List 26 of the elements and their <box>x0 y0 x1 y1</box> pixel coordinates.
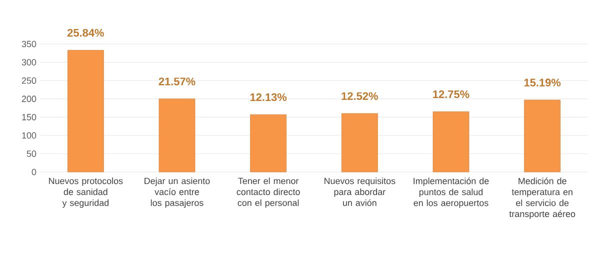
x-tick-label: Implementación de puntos de salud en los aeropuertos <box>414 178 489 208</box>
y-tick-label: 100 <box>22 132 36 139</box>
x-tick-label: Nuevos requisitos para abordar un avión <box>324 178 396 206</box>
annotation: 15.19% <box>524 78 561 86</box>
y-tick-label: 0 <box>32 168 36 176</box>
y-tick-label: 250 <box>22 77 36 84</box>
x-tick-label: Medición de temperatura en el servicio de transporte aéreo <box>509 178 576 219</box>
annotation: 12.75% <box>433 90 470 98</box>
bar <box>67 50 104 172</box>
bar <box>158 98 196 172</box>
bar <box>432 111 470 172</box>
y-tick-label: 200 <box>22 96 36 102</box>
annotation: 12.52% <box>342 92 378 100</box>
x-tick-label: Tener el menor contacto directo con el personal <box>236 178 300 208</box>
x-tick-label: Dejar un asiento vacío entre los pasajeros <box>144 178 210 208</box>
bar <box>341 113 378 172</box>
y-tick-label: 150 <box>22 114 36 120</box>
annotation: 25.84% <box>67 28 104 37</box>
annotation: 21.57% <box>158 78 196 86</box>
bar <box>524 100 561 172</box>
y-tick-label: 50 <box>26 150 36 157</box>
x-tick-label: Nuevos protocolos de sanidad y seguridad <box>49 178 123 208</box>
bar <box>250 114 287 172</box>
annotation: 12.13% <box>250 93 287 102</box>
y-tick-label: 350 <box>22 40 36 48</box>
y-tick-label: 300 <box>22 59 36 66</box>
